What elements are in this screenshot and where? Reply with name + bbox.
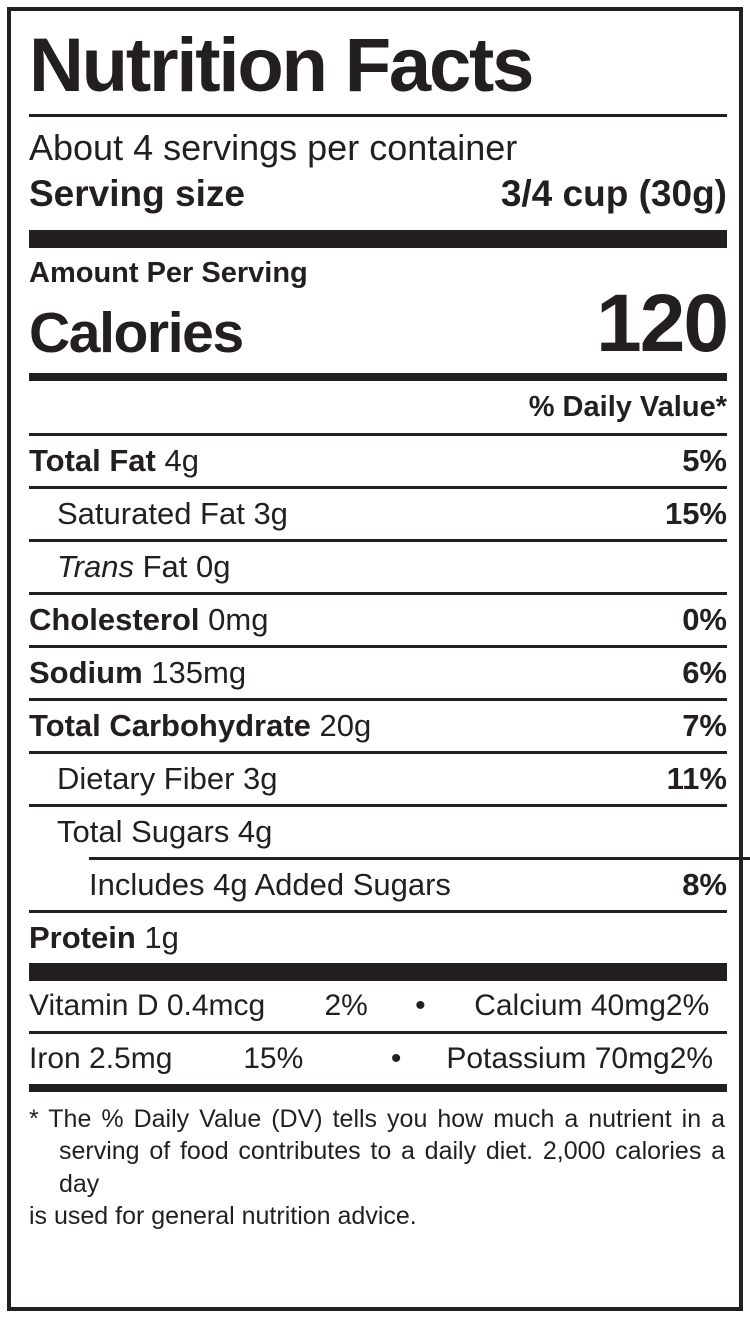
vitamin-pct-right: 2%: [669, 1041, 714, 1075]
nutrient-row-saturated-fat: Saturated Fat 3g 15%: [29, 489, 727, 539]
vitamin-pct-right: 2%: [665, 988, 710, 1022]
servings-per-container: About 4 servings per container: [29, 126, 518, 168]
row-divider-wrap: [29, 856, 750, 860]
nutrient-name: Trans Fat 0g: [57, 548, 231, 584]
vitamin-row-iron-potassium: Iron 2.5mg 15% • Potassium 70mg 2%: [29, 1034, 727, 1084]
bullet-separator-icon: •: [390, 1041, 402, 1075]
serving-size-row: Serving size 3/4 cup (30g): [29, 173, 727, 215]
nutrient-name: Dietary Fiber 3g: [57, 760, 278, 796]
vitamin-name-right: Calcium 40mg: [474, 988, 666, 1022]
serving-size-value: 3/4 cup (30g): [500, 173, 727, 215]
row-divider: [29, 1030, 727, 1034]
serving-section-bar: [29, 230, 727, 249]
bullet-separator-icon: •: [415, 988, 426, 1022]
calories-row: Calories 120: [29, 278, 729, 370]
nutrient-row-protein: Protein 1g: [29, 913, 727, 963]
row-divider: [29, 591, 727, 595]
vitamins-section-bar: [29, 962, 727, 981]
nutrient-row-total-fat: Total Fat 4g 5%: [29, 436, 727, 486]
serving-size-label: Serving size: [29, 173, 245, 215]
row-divider: [29, 750, 727, 754]
row-divider: [29, 803, 727, 807]
footnote-section-bar: [29, 1083, 727, 1092]
nutrient-row-trans-fat: Trans Fat 0g: [29, 542, 727, 592]
daily-value-footnote: * The % Daily Value (DV) tells you how m…: [29, 1103, 727, 1233]
nutrient-dv: 6%: [682, 654, 727, 690]
nutrient-name: Sodium 135mg: [29, 654, 247, 690]
nutrient-name: Total Carbohydrate 20g: [29, 707, 372, 743]
daily-value-header: % Daily Value*: [528, 390, 727, 423]
nutrient-name: Cholesterol 0mg: [29, 601, 269, 637]
label-border-box: Nutrition Facts About 4 servings per con…: [7, 7, 750, 1311]
row-divider: [29, 538, 727, 542]
vitamin-name-left: Iron 2.5mg: [29, 1041, 173, 1075]
nutrient-name: Includes 4g Added Sugars: [89, 866, 451, 902]
nutrient-dv: 5%: [682, 442, 727, 478]
amount-per-serving-label: Amount Per Serving: [29, 257, 308, 290]
row-divider: [29, 697, 727, 701]
nutrient-name: Protein 1g: [29, 919, 179, 955]
nutrient-row-cholesterol: Cholesterol 0mg 0%: [29, 595, 727, 645]
nutrient-row-added-sugars: Includes 4g Added Sugars 8%: [29, 860, 727, 910]
row-divider: [29, 485, 727, 489]
nutrient-dv: 8%: [682, 866, 727, 902]
nutrient-name: Total Sugars 4g: [57, 813, 273, 849]
footnote-text-main: * The % Daily Value (DV) tells you how m…: [29, 1104, 725, 1198]
vitamin-pct-left: 15%: [243, 1041, 304, 1075]
vitamin-list: Vitamin D 0.4mcg 2% • Calcium 40mg 2% Ir…: [29, 981, 727, 1084]
nutrient-name: Saturated Fat 3g: [57, 495, 288, 531]
nutrient-row-total-sugars: Total Sugars 4g: [29, 807, 727, 857]
nutrient-name: Total Fat 4g: [29, 442, 199, 478]
calories-label: Calories: [29, 301, 244, 366]
calories-divider: [29, 372, 727, 381]
nutrient-dv: 7%: [682, 707, 727, 743]
nutrient-dv: 0%: [682, 601, 727, 637]
vitamin-row-vitamin-d-calcium: Vitamin D 0.4mcg 2% • Calcium 40mg 2%: [29, 981, 727, 1031]
row-divider: [29, 909, 727, 913]
nutrient-row-dietary-fiber: Dietary Fiber 3g 11%: [29, 754, 727, 804]
nutrient-list: Total Fat 4g 5% Saturated Fat 3g 15% Tra…: [29, 432, 750, 963]
vitamin-name-right: Potassium 70mg: [446, 1041, 670, 1075]
nutrient-dv: 15%: [664, 495, 727, 531]
label-content: Nutrition Facts About 4 servings per con…: [29, 21, 750, 1233]
calories-value: 120: [596, 278, 729, 370]
footnote-text-last: is used for general nutrition advice.: [29, 1202, 417, 1231]
row-divider-indented: [89, 856, 750, 860]
title-divider: [29, 113, 727, 117]
nutrient-dv: 11%: [666, 760, 727, 796]
vitamin-name-left: Vitamin D 0.4mcg: [29, 988, 266, 1022]
row-divider: [29, 432, 727, 436]
nutrient-row-total-carbohydrate: Total Carbohydrate 20g 7%: [29, 701, 727, 751]
row-divider: [29, 644, 727, 648]
page-title: Nutrition Facts: [29, 23, 534, 108]
nutrient-row-sodium: Sodium 135mg 6%: [29, 648, 727, 698]
vitamin-pct-left: 2%: [324, 988, 368, 1022]
